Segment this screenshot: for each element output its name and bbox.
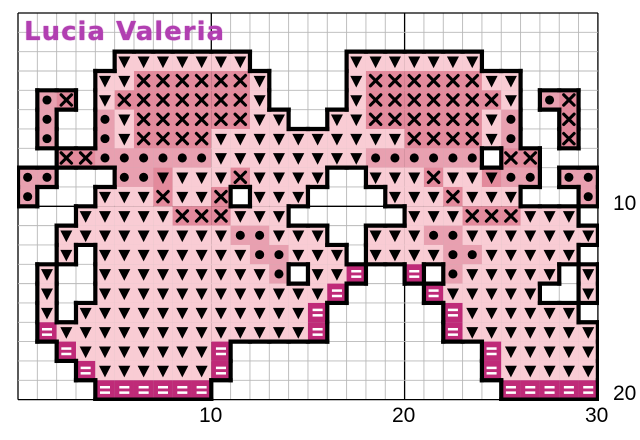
pattern-grid [17,12,599,401]
y-tick-20: 20 [613,382,637,405]
x-tick-30: 30 [585,404,609,427]
pattern-grid-svg [17,12,599,401]
x-tick-20: 20 [392,404,416,427]
page-title: Lucia Valeria [24,17,226,47]
x-tick-10: 10 [199,404,223,427]
y-tick-10: 10 [613,192,637,215]
